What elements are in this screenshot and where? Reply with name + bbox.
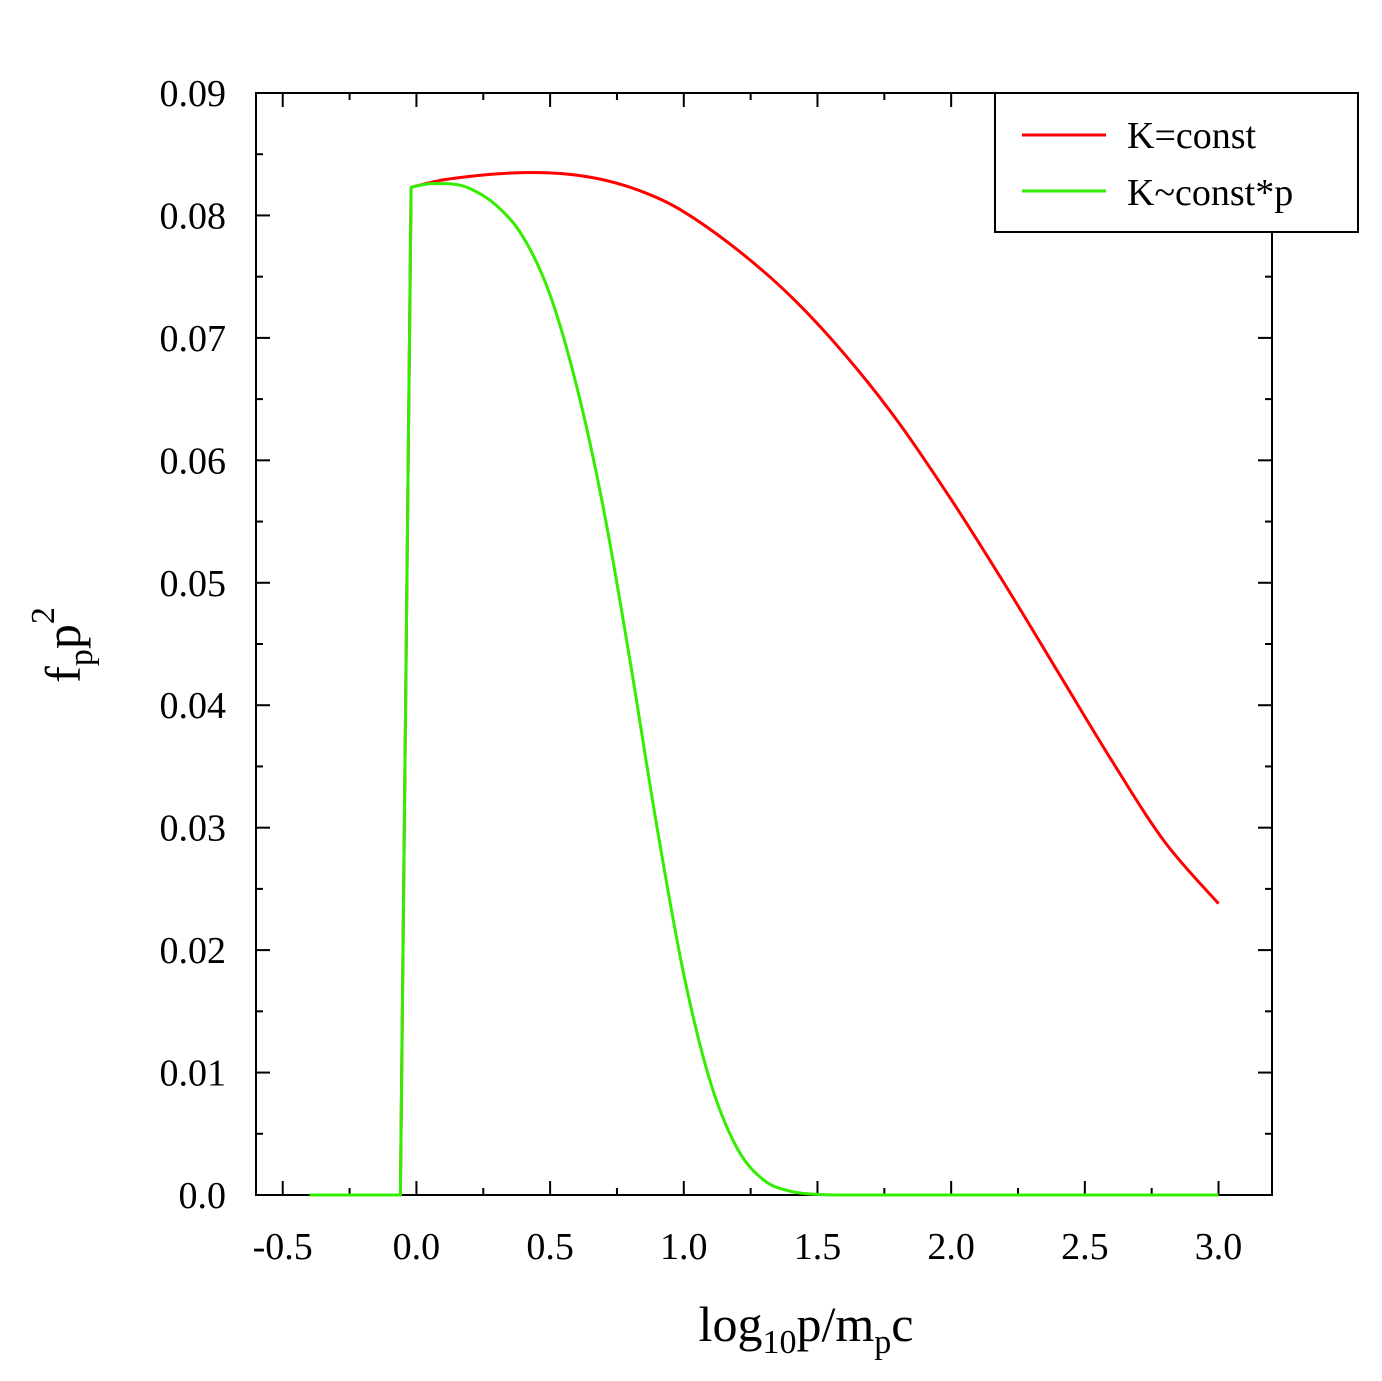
plot-area bbox=[255, 92, 1273, 1196]
y-tick-label: 0.08 bbox=[160, 195, 227, 237]
legend-label-k-const-p: K~const*p bbox=[1127, 172, 1293, 214]
x-tick-label: 3.0 bbox=[1195, 1226, 1243, 1268]
series-line-0 bbox=[309, 171, 1220, 1197]
x-tick-label: 2.0 bbox=[927, 1226, 975, 1268]
series-line-1 bbox=[309, 182, 1219, 1197]
x-axis-title: log10p/mpc bbox=[699, 1296, 914, 1361]
y-tick-label: 0.09 bbox=[160, 73, 227, 115]
y-tick-label: 0.01 bbox=[160, 1053, 227, 1095]
y-tick-label: 0.06 bbox=[160, 440, 227, 482]
x-tick-label: 0.0 bbox=[393, 1226, 441, 1268]
plot-border bbox=[255, 92, 1273, 1196]
x-tick-label: -0.5 bbox=[253, 1226, 313, 1268]
y-tick-label: 0.07 bbox=[160, 318, 227, 360]
x-tick-label: 1.5 bbox=[794, 1226, 842, 1268]
series-layer bbox=[309, 171, 1220, 1197]
y-tick-label: 0.05 bbox=[160, 563, 227, 605]
y-tick-label: 0.0 bbox=[179, 1175, 227, 1217]
y-tick-label: 0.04 bbox=[160, 685, 227, 727]
legend-box bbox=[994, 92, 1359, 233]
y-axis-title: fpp2 bbox=[25, 607, 100, 683]
y-tick-label: 0.03 bbox=[160, 808, 227, 850]
x-tick-label: 1.0 bbox=[660, 1226, 708, 1268]
y-tick-label: 0.02 bbox=[160, 930, 227, 972]
legend: K=const K~const*p bbox=[994, 92, 1359, 233]
legend-label-k-const: K=const bbox=[1127, 115, 1257, 157]
x-tick-label: 0.5 bbox=[526, 1226, 574, 1268]
y-axis: 0.0 0.01 0.02 0.03 0.04 0.05 0.06 0.07 0.08 0.09 bbox=[160, 73, 1272, 1217]
x-axis: -0.5 0.0 0.5 1.0 1.5 2.0 2.5 3.0 bbox=[253, 93, 1243, 1268]
x-tick-label: 2.5 bbox=[1061, 1226, 1109, 1268]
